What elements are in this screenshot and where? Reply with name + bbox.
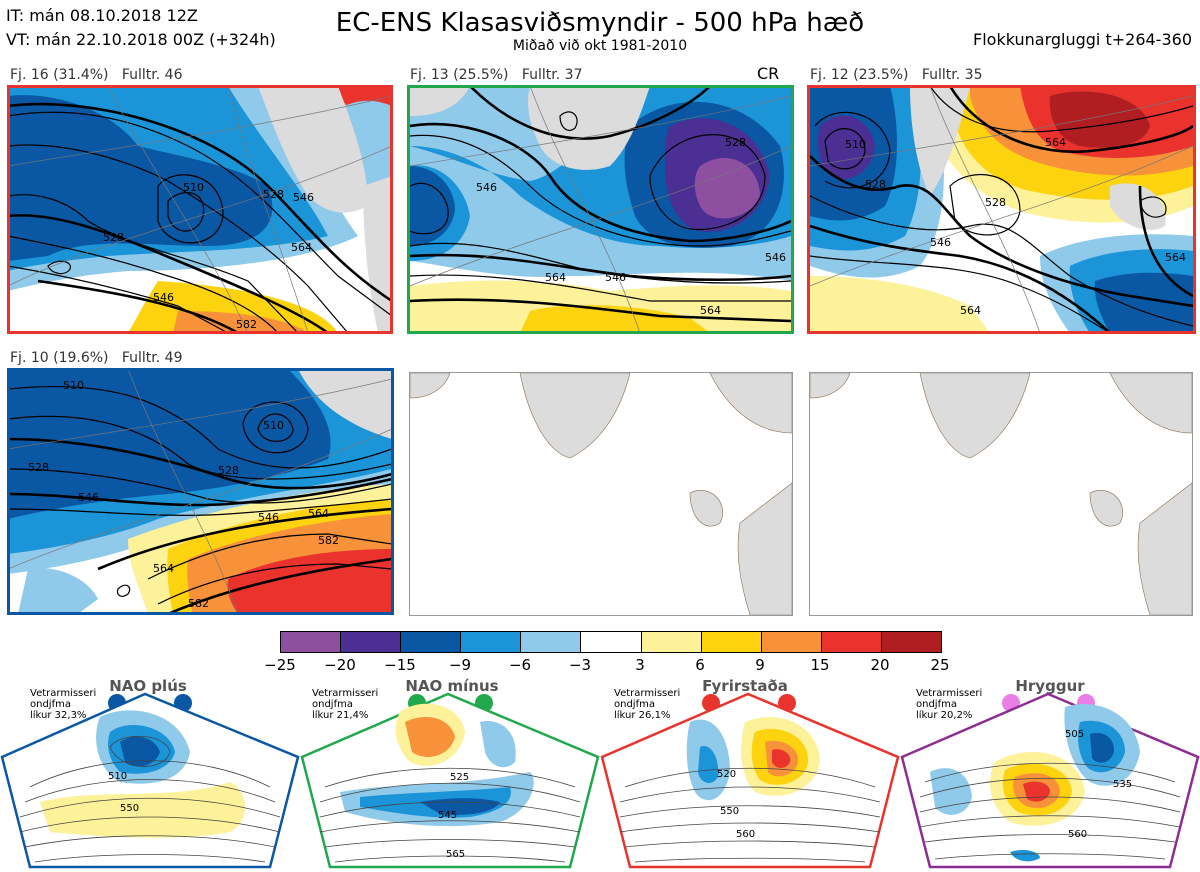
colorbar-swatch <box>700 632 761 652</box>
contour-label: 560 <box>736 829 755 840</box>
regime-3-map: 520 550 560 <box>600 692 900 869</box>
colorbar-tick-label: 9 <box>755 656 765 674</box>
contour-label: 560 <box>1068 829 1087 840</box>
contour-label: 528 <box>28 461 49 474</box>
regime-1-map: 510 550 <box>0 692 300 869</box>
valid-time: VT: mán 22.10.2018 00Z (+324h) <box>6 30 276 49</box>
contour-label: 510 <box>845 138 866 151</box>
regime-3-title: Fyrirstaða <box>702 677 788 695</box>
map-panel-cluster-13: 546 528 564 546 546 564 <box>410 86 791 333</box>
regime-2-title: NAO mínus <box>405 677 499 695</box>
colorbar-tick-label: −3 <box>568 656 592 674</box>
contour-label: 565 <box>446 849 465 860</box>
regime-4-title: Hryggur <box>1015 677 1085 695</box>
contour-label: 582 <box>318 534 339 547</box>
empty-map-panel <box>409 372 793 616</box>
contour-label: 546 <box>78 491 99 504</box>
contour-label: 564 <box>700 304 721 317</box>
panel-3-label: Fj. 12 (23.5%) Fulltr. 35 <box>810 67 983 83</box>
contour-label: 545 <box>438 810 457 821</box>
contour-label: 564 <box>1045 136 1066 149</box>
contour-label: 510 <box>183 181 204 194</box>
colorbar-swatch <box>460 632 521 652</box>
classification-window: Flokkunargluggi t+264-360 <box>973 30 1192 49</box>
colorbar-tick-label: −20 <box>324 656 356 674</box>
empty-map-panel <box>809 372 1193 616</box>
contour-label: 528 <box>103 231 124 244</box>
contour-label: 528 <box>985 196 1006 209</box>
contour-label: 528 <box>865 178 886 191</box>
contour-label: 505 <box>1065 729 1084 740</box>
colorbar-swatch <box>340 632 401 652</box>
panel-2-label: Fj. 13 (25.5%) Fulltr. 37 <box>410 67 583 83</box>
regime-3-note: Vetrarmisseri ondjfma líkur 26,1% <box>614 688 681 721</box>
contour-label: 546 <box>765 251 786 264</box>
colorbar-tick-label: 15 <box>810 656 830 674</box>
map-panel-cluster-12: 510 528 528 546 564 564 564 <box>810 86 1193 333</box>
regime-2-note: Vetrarmisseri ondjfma líkur 21,4% <box>312 688 379 721</box>
colorbar-tick-label: −6 <box>508 656 532 674</box>
colorbar-tick-label: −25 <box>264 656 296 674</box>
contour-label: 546 <box>476 181 497 194</box>
contour-label: 528 <box>725 136 746 149</box>
contour-label: 546 <box>930 236 951 249</box>
contour-label: 564 <box>308 507 329 520</box>
colorbar-tick-label: 25 <box>930 656 950 674</box>
contour-label: 564 <box>291 241 312 254</box>
contour-label: 535 <box>1113 779 1132 790</box>
colorbar-swatch <box>281 632 341 652</box>
contour-label: 550 <box>720 806 739 817</box>
contour-label: 582 <box>188 597 209 610</box>
colorbar-swatch <box>820 632 881 652</box>
contour-label: 546 <box>258 511 279 524</box>
colorbar-tick-label: 3 <box>635 656 645 674</box>
colorbar-tick-label: 6 <box>695 656 705 674</box>
colorbar-swatch <box>880 632 942 652</box>
regime-1-title: NAO plús <box>109 677 187 695</box>
colorbar-swatch <box>760 632 821 652</box>
colorbar-swatch <box>520 632 581 652</box>
colorbar-tick-label: 20 <box>870 656 890 674</box>
regime-strip: Vetrarmisseri ondjfma líkur 32,3% NAO pl… <box>0 672 1200 871</box>
contour-label: 546 <box>605 271 626 284</box>
contour-label: 582 <box>236 318 257 331</box>
contour-label: 510 <box>63 379 84 392</box>
contour-label: 564 <box>1165 251 1186 264</box>
map-panel-cluster-10: 510 510 528 528 546 546 564 564 582 582 <box>8 369 392 614</box>
colorbar-tick-label: −9 <box>448 656 472 674</box>
contour-label: 510 <box>108 771 127 782</box>
panel-4-label: Fj. 10 (19.6%) Fulltr. 49 <box>10 350 183 366</box>
contour-label: 546 <box>293 191 314 204</box>
contour-label: 528 <box>263 188 284 201</box>
contour-label: 564 <box>153 562 174 575</box>
panel-1-label: Fj. 16 (31.4%) Fulltr. 46 <box>10 67 183 83</box>
contour-label: 564 <box>960 304 981 317</box>
regime-2-map: 525 545 565 <box>300 692 600 869</box>
colorbar-swatch <box>640 632 701 652</box>
colorbar-swatch <box>580 632 641 652</box>
page-subtitle: Miðað við okt 1981-2010 <box>512 38 688 54</box>
page-title: EC-ENS Klasasviðsmyndir - 500 hPa hæð <box>335 8 865 38</box>
contour-label: 525 <box>450 772 469 783</box>
panel-2-cr-tag: CR <box>757 64 780 83</box>
contour-label: 510 <box>263 419 284 432</box>
colorbar-swatch <box>400 632 461 652</box>
contour-label: 550 <box>120 803 139 814</box>
map-panel-cluster-16: 510 528 546 564 582 528 546 <box>8 86 392 333</box>
contour-label: 520 <box>717 769 736 780</box>
colorbar-tick-label: −15 <box>384 656 416 674</box>
regime-1-note: Vetrarmisseri ondjfma líkur 32,3% <box>30 688 97 721</box>
contour-label: 564 <box>545 271 566 284</box>
regime-4-map: 505 535 560 <box>900 692 1200 869</box>
contour-label: 546 <box>153 291 174 304</box>
issue-time: IT: mán 08.10.2018 12Z <box>6 6 198 25</box>
colorbar <box>280 631 942 653</box>
contour-label: 528 <box>218 464 239 477</box>
regime-4-note: Vetrarmisseri ondjfma líkur 20,2% <box>916 688 983 721</box>
